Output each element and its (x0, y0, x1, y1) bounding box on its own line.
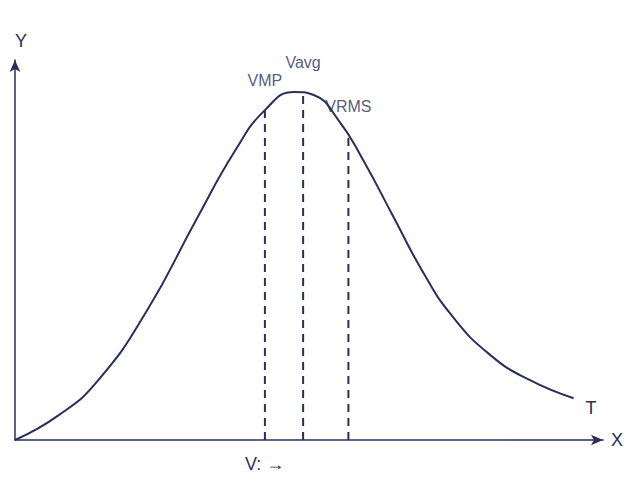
svg-text:Y: Y (15, 31, 27, 51)
svg-text:VMP: VMP (248, 72, 283, 89)
svg-text:VRMS: VRMS (325, 98, 371, 115)
svg-text:Vavg: Vavg (285, 54, 320, 71)
svg-text:X: X (611, 430, 623, 450)
svg-text:V: →: V: → (245, 454, 284, 474)
svg-text:T: T (586, 398, 597, 418)
